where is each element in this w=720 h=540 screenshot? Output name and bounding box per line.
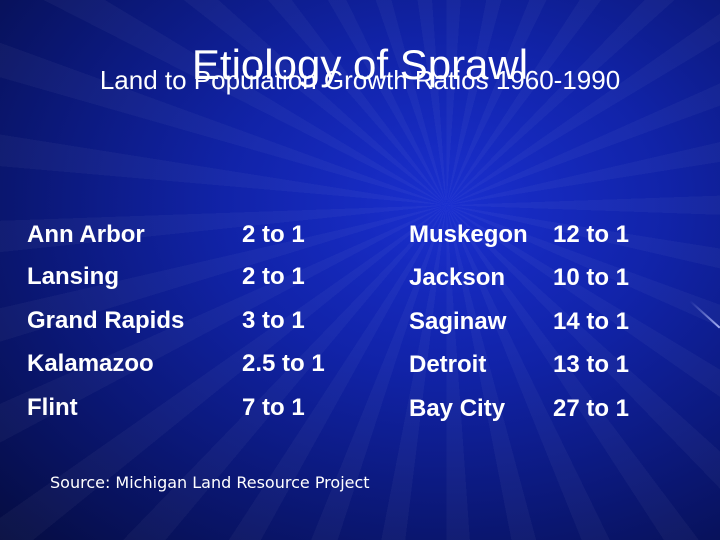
- ratio-right: 14 to 1: [553, 308, 630, 335]
- city-name-right: Muskegon: [409, 221, 528, 248]
- city-name-left: Lansing: [27, 263, 120, 290]
- ratio-right: 12 to 1: [553, 221, 630, 248]
- city-name-right: Detroit: [409, 351, 487, 378]
- ratio-right: 10 to 1: [553, 264, 630, 291]
- city-name-left: Ann Arbor: [27, 221, 145, 248]
- ratio-left: 3 to 1: [242, 307, 305, 334]
- ratio-left: 2 to 1: [242, 221, 305, 248]
- ratio-right: 13 to 1: [553, 351, 630, 378]
- source-note: Source: Michigan Land Resource Project: [50, 473, 370, 492]
- slide-title: Etiology of Sprawl: [191, 41, 529, 89]
- city-name-right: Saginaw: [409, 308, 507, 335]
- city-name-right: Bay City: [409, 395, 506, 422]
- ratio-left: 2 to 1: [242, 263, 305, 290]
- ratio-left: 2.5 to 1: [242, 350, 325, 377]
- light-streak: [689, 300, 720, 329]
- city-name-left: Kalamazoo: [27, 350, 154, 377]
- city-name-left: Grand Rapids: [27, 307, 185, 334]
- city-name-left: Flint: [27, 394, 78, 421]
- ratio-left: 7 to 1: [242, 394, 305, 421]
- slide-subtitle: Land to Population Growth Ratios 1960-19…: [99, 65, 621, 95]
- ratio-right: 27 to 1: [553, 395, 630, 422]
- city-name-right: Jackson: [409, 264, 506, 291]
